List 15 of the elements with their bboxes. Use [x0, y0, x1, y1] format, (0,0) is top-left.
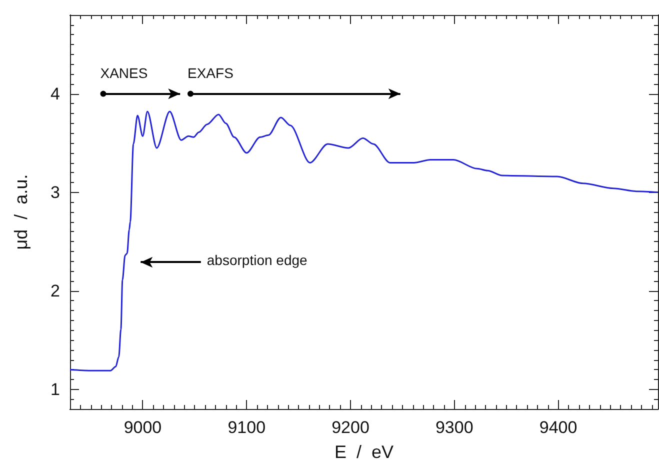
- x-tick-label: 9100: [228, 418, 266, 437]
- y-axis-title: μd / a.u.: [11, 174, 31, 250]
- annotation: XANES: [100, 64, 148, 81]
- y-tick-label: 3: [50, 182, 60, 202]
- x-tick-label: 9300: [435, 418, 474, 437]
- y-tick-label: 2: [50, 281, 60, 300]
- x-axis-title: E / eV: [334, 442, 394, 462]
- x-tick-label: 9400: [539, 418, 578, 437]
- annotation: absorption edge: [206, 252, 308, 268]
- y-tick-label: 4: [50, 84, 60, 104]
- y-tick-label: 1: [50, 380, 60, 399]
- line-series: [69, 110, 659, 372]
- x-tick-label: 9000: [124, 418, 162, 437]
- x-tick-label: 9200: [332, 418, 370, 437]
- annotation: EXAFS: [188, 64, 234, 81]
